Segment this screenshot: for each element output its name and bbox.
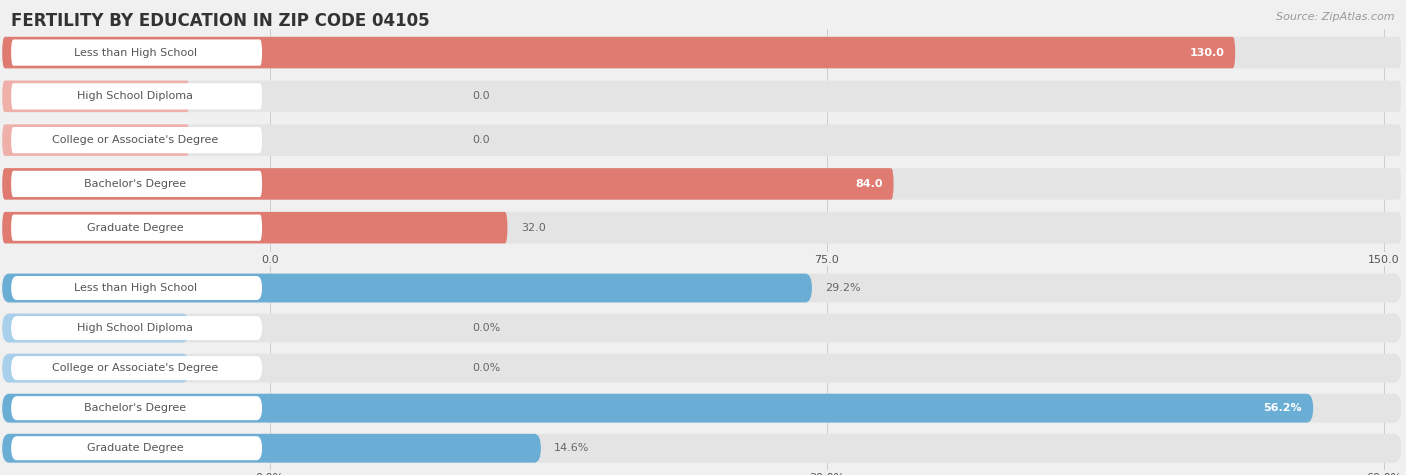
Text: 0.0%: 0.0% <box>472 323 501 333</box>
Text: High School Diploma: High School Diploma <box>77 91 193 101</box>
Text: 14.6%: 14.6% <box>554 443 589 453</box>
Text: 0.0: 0.0 <box>472 135 491 145</box>
Text: 29.2%: 29.2% <box>825 283 860 293</box>
FancyBboxPatch shape <box>11 83 262 109</box>
FancyBboxPatch shape <box>11 215 262 241</box>
FancyBboxPatch shape <box>3 274 811 303</box>
FancyBboxPatch shape <box>3 354 190 382</box>
FancyBboxPatch shape <box>3 434 541 463</box>
Text: 56.2%: 56.2% <box>1264 403 1302 413</box>
FancyBboxPatch shape <box>11 39 262 66</box>
Text: Bachelor's Degree: Bachelor's Degree <box>84 179 187 189</box>
FancyBboxPatch shape <box>3 212 508 243</box>
FancyBboxPatch shape <box>3 394 1313 423</box>
FancyBboxPatch shape <box>3 168 1402 199</box>
Text: College or Associate's Degree: College or Associate's Degree <box>52 363 218 373</box>
Text: Source: ZipAtlas.com: Source: ZipAtlas.com <box>1277 12 1395 22</box>
FancyBboxPatch shape <box>11 356 262 380</box>
Text: Graduate Degree: Graduate Degree <box>87 443 184 453</box>
FancyBboxPatch shape <box>11 396 262 420</box>
Text: FERTILITY BY EDUCATION IN ZIP CODE 04105: FERTILITY BY EDUCATION IN ZIP CODE 04105 <box>11 12 430 30</box>
FancyBboxPatch shape <box>3 81 1402 112</box>
Text: 32.0: 32.0 <box>520 223 546 233</box>
FancyBboxPatch shape <box>11 127 262 153</box>
FancyBboxPatch shape <box>11 436 262 460</box>
FancyBboxPatch shape <box>3 212 1402 243</box>
Text: High School Diploma: High School Diploma <box>77 323 193 333</box>
FancyBboxPatch shape <box>11 316 262 340</box>
Text: Graduate Degree: Graduate Degree <box>87 223 184 233</box>
FancyBboxPatch shape <box>3 81 190 112</box>
FancyBboxPatch shape <box>3 394 1402 423</box>
FancyBboxPatch shape <box>11 171 262 197</box>
FancyBboxPatch shape <box>3 314 1402 342</box>
FancyBboxPatch shape <box>11 276 262 300</box>
FancyBboxPatch shape <box>3 168 894 199</box>
FancyBboxPatch shape <box>3 124 1402 156</box>
FancyBboxPatch shape <box>3 434 1402 463</box>
Text: Less than High School: Less than High School <box>73 48 197 57</box>
Text: Less than High School: Less than High School <box>73 283 197 293</box>
Text: 0.0%: 0.0% <box>472 363 501 373</box>
FancyBboxPatch shape <box>3 124 190 156</box>
Text: Bachelor's Degree: Bachelor's Degree <box>84 403 187 413</box>
Text: 130.0: 130.0 <box>1189 48 1225 57</box>
FancyBboxPatch shape <box>3 354 1402 382</box>
Text: 0.0: 0.0 <box>472 91 491 101</box>
FancyBboxPatch shape <box>3 37 1236 68</box>
FancyBboxPatch shape <box>3 37 1402 68</box>
FancyBboxPatch shape <box>3 314 190 342</box>
FancyBboxPatch shape <box>3 274 1402 303</box>
Text: 84.0: 84.0 <box>855 179 883 189</box>
Text: College or Associate's Degree: College or Associate's Degree <box>52 135 218 145</box>
